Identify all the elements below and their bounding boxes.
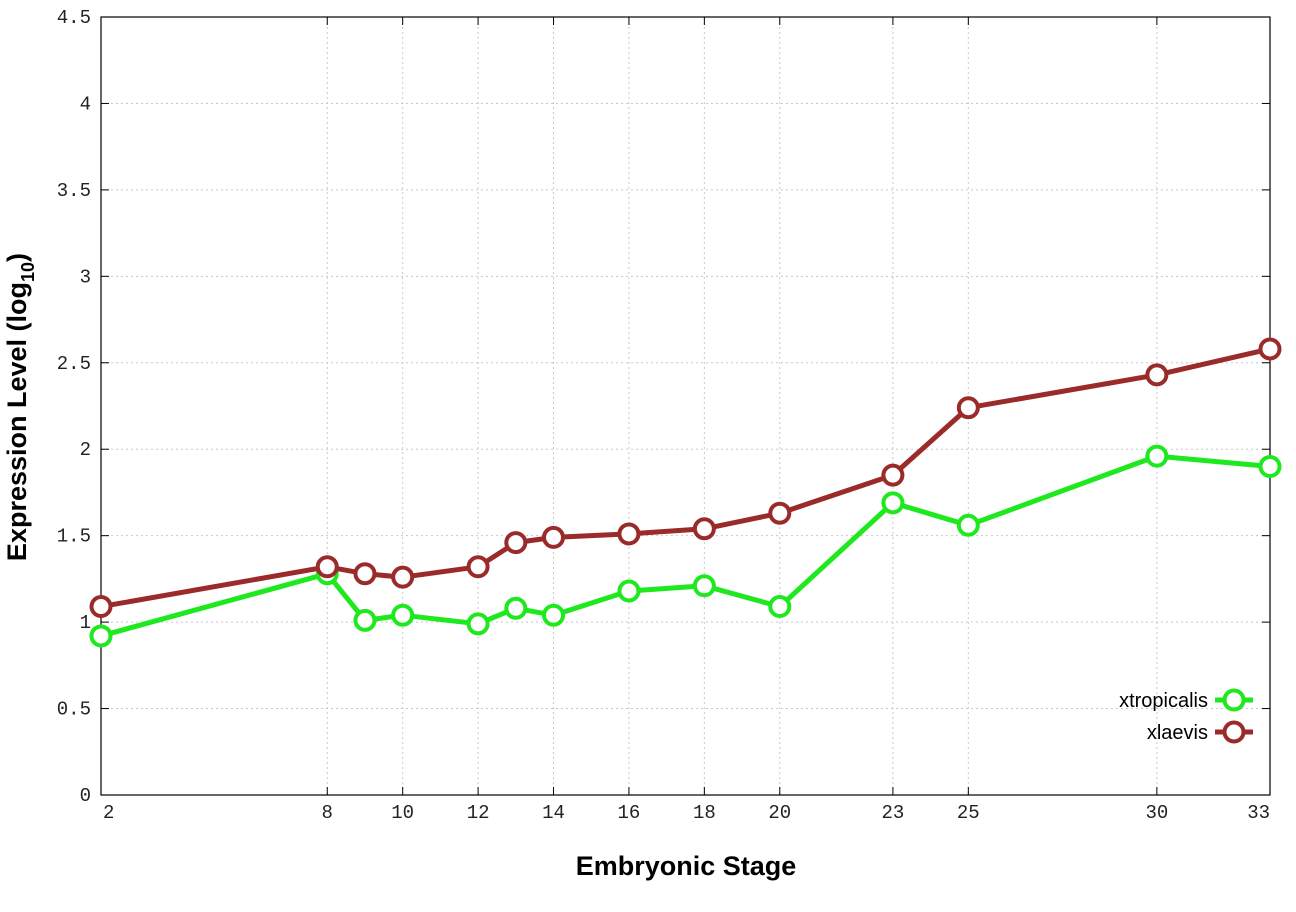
data-point-xtropicalis: [542, 603, 566, 627]
data-point-xtropicalis: [768, 595, 792, 619]
y-tick-label: 1.5: [57, 526, 91, 548]
x-tick-label: 2: [103, 802, 114, 824]
data-point-xtropicalis: [466, 612, 490, 636]
data-point-xlaevis: [542, 525, 566, 549]
y-tick-label: 2.5: [57, 353, 91, 375]
data-point-xlaevis: [1258, 337, 1282, 361]
data-point-xlaevis: [315, 555, 339, 579]
data-point-xlaevis: [391, 565, 415, 589]
series-lines: [89, 337, 1282, 648]
y-axis-title-suffix: ): [2, 253, 32, 262]
x-tick-label: 16: [618, 802, 641, 824]
data-point-xtropicalis: [956, 513, 980, 537]
data-point-xtropicalis: [617, 579, 641, 603]
x-tick-label: 23: [881, 802, 904, 824]
axes: 0 0.5 1 1.5 2 2.5 3 3.5 4 4.5 2 8 10 12 14 16 18 20 23 25 30…: [57, 7, 1271, 824]
grid-lines: [101, 17, 1270, 795]
x-tick-label: 8: [322, 802, 333, 824]
data-point-xlaevis: [617, 522, 641, 546]
data-point-xlaevis: [1145, 363, 1169, 387]
y-axis-title-subscript: 10: [18, 262, 38, 282]
data-point-xlaevis: [89, 595, 113, 619]
legend-label-xtropicalis: xtropicalis: [1119, 690, 1208, 712]
y-tick-label: 3: [80, 266, 91, 288]
y-tick-label: 1: [80, 612, 91, 634]
data-point-xlaevis: [956, 396, 980, 420]
data-point-xtropicalis: [1145, 444, 1169, 468]
legend-marker-xtropicalis: [1222, 688, 1246, 712]
y-axis-title-main: Expression Level (log: [2, 282, 32, 561]
data-point-xtropicalis: [692, 574, 716, 598]
x-tick-label: 12: [467, 802, 490, 824]
legend: xtropicalis xlaevis: [1119, 688, 1253, 744]
legend-marker-xlaevis: [1222, 720, 1246, 744]
x-tick-label: 10: [391, 802, 414, 824]
data-point-xlaevis: [353, 562, 377, 586]
data-point-xtropicalis: [504, 596, 528, 620]
data-point-xlaevis: [768, 501, 792, 525]
data-point-xlaevis: [692, 517, 716, 541]
data-point-xlaevis: [504, 531, 528, 555]
x-tick-label: 25: [957, 802, 980, 824]
plot-frame: [100, 16, 1271, 796]
data-point-xtropicalis: [881, 491, 905, 515]
y-tick-label: 4.5: [57, 7, 91, 29]
x-axis-title: Embryonic Stage: [576, 851, 797, 881]
data-point-xtropicalis: [89, 624, 113, 648]
data-point-xtropicalis: [353, 608, 377, 632]
x-tick-label: 14: [542, 802, 565, 824]
x-tick-label: 30: [1145, 802, 1168, 824]
y-tick-label: 0.5: [57, 699, 91, 721]
legend-label-xlaevis: xlaevis: [1147, 722, 1208, 744]
data-point-xlaevis: [466, 555, 490, 579]
y-tick-label: 3.5: [57, 180, 91, 202]
y-tick-label: 4: [80, 93, 91, 115]
x-tick-label: 20: [768, 802, 791, 824]
series-line-xtropicalis: [100, 453, 1271, 639]
y-tick-label: 0: [80, 785, 91, 807]
data-point-xtropicalis: [1258, 455, 1282, 479]
y-axis-title: Expression Level (log10): [2, 253, 38, 561]
data-point-xtropicalis: [391, 603, 415, 627]
data-point-xlaevis: [881, 463, 905, 487]
x-tick-label: 18: [693, 802, 716, 824]
y-tick-label: 2: [80, 439, 91, 461]
x-tick-label: 33: [1247, 802, 1270, 824]
